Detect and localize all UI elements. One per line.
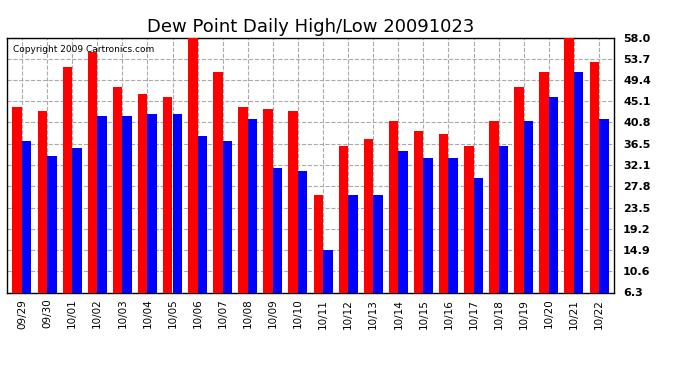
Bar xyxy=(439,134,449,324)
Bar xyxy=(464,146,473,324)
Bar xyxy=(373,195,383,324)
Bar xyxy=(47,156,57,324)
Bar xyxy=(238,106,248,324)
Bar xyxy=(63,67,72,324)
Bar xyxy=(12,106,22,324)
Bar xyxy=(364,139,373,324)
Bar xyxy=(298,171,308,324)
Bar xyxy=(37,111,47,324)
Bar xyxy=(213,72,223,324)
Bar xyxy=(524,122,533,324)
Bar xyxy=(549,97,558,324)
Bar xyxy=(223,141,233,324)
Bar xyxy=(188,38,197,324)
Bar xyxy=(22,141,32,324)
Bar xyxy=(589,62,599,324)
Bar xyxy=(72,148,81,324)
Bar xyxy=(197,136,207,324)
Title: Dew Point Daily High/Low 20091023: Dew Point Daily High/Low 20091023 xyxy=(147,18,474,36)
Bar xyxy=(388,122,398,324)
Bar xyxy=(540,72,549,324)
Text: Copyright 2009 Cartronics.com: Copyright 2009 Cartronics.com xyxy=(13,45,155,54)
Bar xyxy=(514,87,524,324)
Bar xyxy=(398,151,408,324)
Bar xyxy=(273,168,282,324)
Bar xyxy=(339,146,348,324)
Bar xyxy=(448,158,458,324)
Bar xyxy=(424,158,433,324)
Bar xyxy=(599,119,609,324)
Bar xyxy=(97,116,107,324)
Bar xyxy=(138,94,148,324)
Bar xyxy=(348,195,357,324)
Bar xyxy=(172,114,182,324)
Bar xyxy=(264,109,273,324)
Bar xyxy=(473,178,483,324)
Bar xyxy=(564,38,574,324)
Bar xyxy=(414,131,424,324)
Bar xyxy=(574,72,584,324)
Bar xyxy=(112,87,122,324)
Bar xyxy=(489,122,499,324)
Bar xyxy=(163,97,172,324)
Bar xyxy=(313,195,323,324)
Bar xyxy=(323,250,333,324)
Bar xyxy=(499,146,509,324)
Bar xyxy=(248,119,257,324)
Bar xyxy=(288,111,298,324)
Bar xyxy=(88,52,97,324)
Bar xyxy=(122,116,132,324)
Bar xyxy=(148,114,157,324)
